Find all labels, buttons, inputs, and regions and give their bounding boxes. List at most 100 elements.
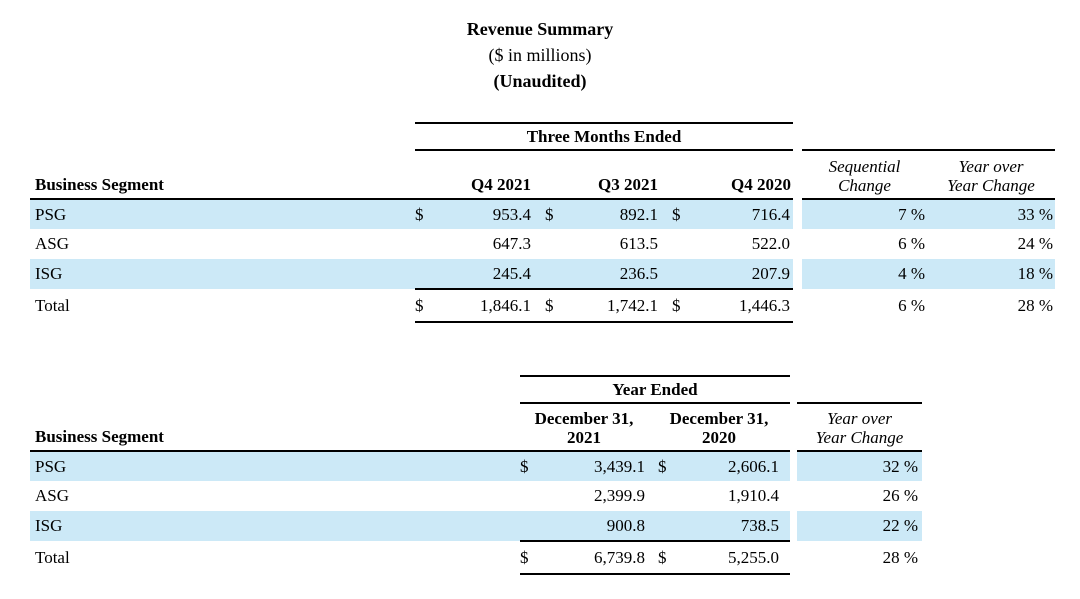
date-column-header-2021-line2: 2021 [567, 428, 601, 447]
revenue-value: 207.9 [694, 259, 794, 289]
yoy-change-value: 28 % [882, 547, 918, 567]
revenue-value: 647.3 [492, 234, 531, 253]
yoy-change-header-line2: Year Change [947, 176, 1035, 195]
row-psg: PSG $ 953.4 $ 892.1 $ 716.4 7 % 33 % [30, 199, 1056, 229]
segment-cell: PSG [30, 451, 520, 481]
dollar-sign: $ [660, 288, 694, 323]
quarterly-period-header-row: Three Months Ended [30, 122, 1056, 151]
period-header: Year Ended [520, 375, 790, 404]
dollar-sign: $ [648, 540, 682, 575]
revenue-value: 2,399.9 [594, 486, 645, 505]
change-section-topline [797, 376, 922, 404]
spacer-cell [790, 541, 797, 574]
dollar-sign [660, 229, 694, 259]
revenue-value: 892.1 [567, 199, 660, 229]
spacer-cell [790, 451, 797, 481]
sequential-change-header-line1: Sequential [828, 157, 901, 176]
yoy-change-value: 22 % [797, 511, 922, 541]
revenue-value: 900.8 [545, 511, 648, 541]
row-asg: ASG 2,399.9 1,910.4 26 % [30, 481, 922, 511]
dollar-sign: $ [533, 288, 567, 323]
yoy-change-value: 26 % [882, 486, 918, 505]
quarterly-column-header-row: Business Segment Q4 2021 Q3 2021 Q4 2020… [30, 150, 1056, 200]
row-total: Total $ 6,739.8 $ 5,255.0 28 % [30, 540, 922, 575]
segment-cell: Total [35, 547, 70, 567]
yoy-change-value: 18 % [927, 259, 1056, 289]
date-column-header-2020-line1: December 31, [669, 409, 769, 428]
yoy-change-value: 32 % [797, 451, 922, 481]
spacer-cell [793, 259, 803, 289]
revenue-value: 2,606.1 [682, 451, 790, 481]
dollar-sign [648, 511, 682, 541]
revenue-value: 522.0 [751, 234, 791, 253]
sequential-change-value: 7 % [802, 199, 928, 229]
annual-revenue-table: Year Ended Business Segment December 31,… [30, 375, 922, 575]
row-isg: ISG 900.8 738.5 22 % [30, 511, 922, 541]
dollar-sign: $ [533, 199, 567, 229]
yoy-change-header: Year over Year Change [927, 150, 1056, 200]
revenue-total-value: 5,255.0 [682, 540, 790, 575]
segment-column-header: Business Segment [30, 150, 415, 200]
date-column-header-2020-line2: 2020 [702, 428, 736, 447]
yoy-change-header-line2: Year Change [815, 428, 904, 447]
revenue-value: 613.5 [619, 234, 658, 253]
yoy-change-header-line1: Year over [826, 409, 892, 428]
row-asg: ASG 647.3 613.5 522.0 6 % 24 % [30, 229, 1055, 259]
spacer-cell [790, 511, 797, 541]
annual-column-header-row: Business Segment December 31, 2021 Decem… [30, 403, 922, 452]
dollar-sign: $ [520, 540, 545, 575]
revenue-total-value: 1,846.1 [437, 288, 533, 323]
revenue-value: 953.4 [437, 199, 533, 229]
spacer-cell [790, 403, 797, 451]
spacer-cell [793, 289, 802, 322]
row-isg: ISG 245.4 236.5 207.9 4 % 18 % [30, 259, 1056, 289]
dollar-sign [415, 229, 437, 259]
dollar-sign [660, 259, 694, 289]
dollar-sign [520, 481, 545, 511]
revenue-value: 245.4 [437, 259, 533, 289]
revenue-total-value: 1,446.3 [694, 288, 794, 323]
dollar-sign: $ [648, 451, 682, 481]
segment-cell: ASG [35, 486, 70, 505]
segment-cell: ISG [30, 259, 415, 289]
sequential-change-header: Sequential Change [802, 150, 928, 200]
annual-period-header-row: Year Ended [30, 375, 922, 404]
revenue-value: 236.5 [567, 259, 660, 289]
revenue-value: 716.4 [694, 199, 794, 229]
segment-cell: Total [35, 295, 70, 315]
sequential-change-header-line2: Change [838, 176, 891, 195]
dollar-sign: $ [415, 199, 437, 229]
revenue-value: 3,439.1 [545, 451, 648, 481]
quarter-column-header-q3-2021: Q3 2021 [533, 150, 660, 200]
yoy-change-value: 28 % [1017, 295, 1054, 315]
spacer-cell [30, 376, 520, 403]
dollar-sign: $ [660, 199, 694, 229]
dollar-sign [533, 259, 567, 289]
sequential-change-value: 4 % [802, 259, 928, 289]
yoy-change-value: 24 % [1017, 234, 1054, 253]
change-section-topline [802, 123, 1056, 151]
dollar-sign: $ [520, 451, 545, 481]
sequential-change-value: 6 % [898, 234, 926, 253]
report-title: Revenue Summary [466, 19, 614, 39]
spacer-cell [790, 376, 797, 403]
yoy-change-header: Year over Year Change [797, 403, 922, 452]
segment-column-header: Business Segment [30, 403, 520, 452]
yoy-change-value: 33 % [927, 199, 1056, 229]
dollar-sign [415, 259, 437, 289]
dollar-sign: $ [415, 288, 437, 323]
period-header: Three Months Ended [415, 122, 794, 151]
segment-cell: ISG [30, 511, 520, 541]
yoy-change-header-line1: Year over [958, 157, 1024, 176]
spacer-cell [790, 481, 797, 511]
spacer-cell [793, 150, 802, 199]
report-unaudited-note: (Unaudited) [493, 71, 587, 91]
row-total: Total $ 1,846.1 $ 1,742.1 $ 1,446.3 6 % … [30, 288, 1055, 323]
report-subtitle: ($ in millions) [488, 45, 592, 65]
spacer-cell [793, 199, 803, 229]
date-column-header-2021-line1: December 31, [534, 409, 634, 428]
revenue-value: 738.5 [682, 511, 790, 541]
dollar-sign [533, 229, 567, 259]
spacer-cell [793, 123, 802, 150]
